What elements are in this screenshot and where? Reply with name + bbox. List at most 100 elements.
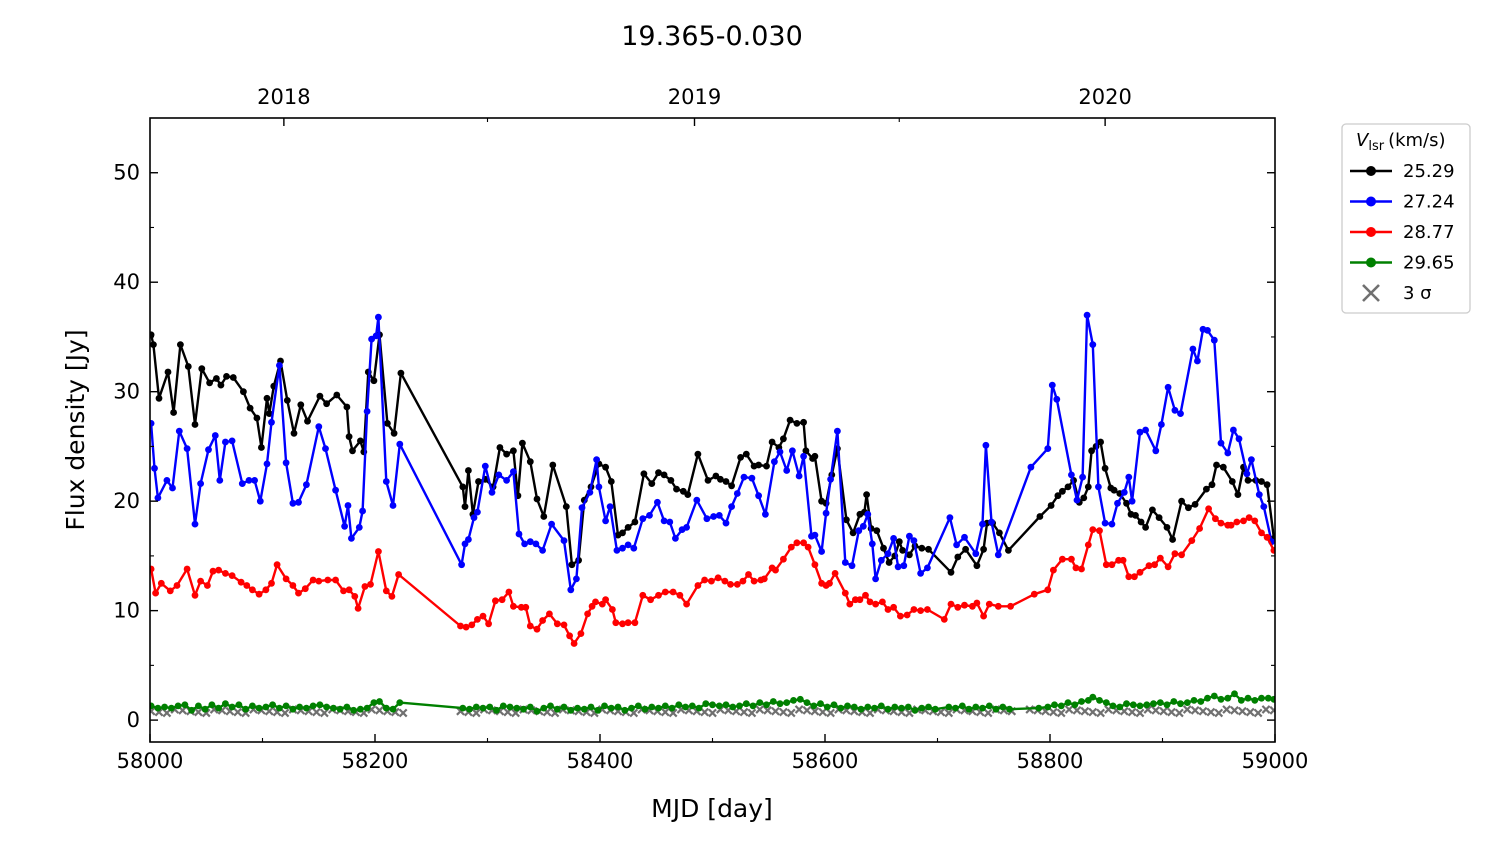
data-point-27.24 <box>228 437 236 445</box>
data-point-25.29 <box>150 341 157 348</box>
data-point-28.77 <box>846 600 854 608</box>
data-point-28.77 <box>1156 554 1164 562</box>
data-point-25.29 <box>811 452 819 460</box>
sigma-marker <box>700 707 710 717</box>
chart-title: 19.365-0.030 <box>621 21 803 52</box>
data-point-27.24 <box>348 535 355 542</box>
data-point-29.65 <box>242 705 250 713</box>
data-point-25.29 <box>1169 536 1176 543</box>
data-point-29.65 <box>472 703 480 711</box>
data-point-28.77 <box>382 587 390 595</box>
y-tick-label: 50 <box>113 161 140 185</box>
data-point-25.29 <box>263 394 271 402</box>
data-point-27.24 <box>1108 520 1116 528</box>
data-point-28.77 <box>324 576 332 584</box>
data-point-29.65 <box>790 697 797 704</box>
x-tick-label: 58400 <box>567 749 634 773</box>
data-point-28.77 <box>150 565 155 573</box>
data-point-28.77 <box>683 600 690 608</box>
sigma-marker <box>1190 705 1200 715</box>
data-point-28.77 <box>884 606 892 613</box>
data-point-27.24 <box>783 467 791 474</box>
sigma-marker <box>1182 705 1192 714</box>
data-point-27.24 <box>666 518 674 526</box>
data-point-27.24 <box>613 547 621 554</box>
data-point-29.65 <box>580 705 588 713</box>
data-point-28.77 <box>222 570 229 577</box>
data-point-27.24 <box>245 477 253 484</box>
data-point-29.65 <box>215 704 223 712</box>
data-point-27.24 <box>332 486 339 494</box>
sigma-marker <box>747 708 757 718</box>
data-point-28.77 <box>533 625 541 633</box>
data-point-27.24 <box>150 420 155 427</box>
data-point-29.65 <box>992 705 1000 713</box>
data-point-25.29 <box>918 544 926 552</box>
data-point-29.65 <box>769 698 777 705</box>
data-point-27.24 <box>1114 499 1121 507</box>
data-point-27.24 <box>154 494 162 502</box>
data-point-27.24 <box>639 515 647 523</box>
data-point-29.65 <box>985 702 993 710</box>
data-point-29.65 <box>1183 699 1191 706</box>
data-point-27.24 <box>1083 311 1091 319</box>
data-point-25.29 <box>996 529 1003 537</box>
data-point-28.77 <box>526 622 534 630</box>
sigma-marker <box>818 707 828 717</box>
data-point-29.65 <box>702 700 710 708</box>
data-point-29.65 <box>695 704 703 712</box>
data-point-28.77 <box>727 581 734 588</box>
data-point-25.29 <box>526 458 534 466</box>
data-point-25.29 <box>1213 461 1220 469</box>
data-point-29.65 <box>965 705 973 713</box>
data-point-29.65 <box>709 701 716 709</box>
data-point-27.24 <box>503 477 510 484</box>
data-point-25.29 <box>717 475 724 483</box>
data-point-25.29 <box>304 417 311 425</box>
data-point-29.65 <box>526 703 534 711</box>
data-point-28.77 <box>462 623 470 631</box>
data-point-29.65 <box>222 700 229 708</box>
data-point-27.24 <box>1177 410 1184 417</box>
data-point-27.24 <box>1248 456 1255 463</box>
data-point-28.77 <box>897 612 904 620</box>
data-point-28.77 <box>811 561 819 569</box>
data-point-25.29 <box>849 529 857 537</box>
legend-marker-28.77 <box>1366 227 1376 237</box>
data-point-25.29 <box>323 400 330 408</box>
data-point-29.65 <box>1270 695 1275 703</box>
data-point-25.29 <box>170 409 178 416</box>
data-point-29.65 <box>918 704 926 712</box>
data-point-27.24 <box>859 522 867 530</box>
data-point-25.29 <box>640 470 648 478</box>
data-point-25.29 <box>793 420 801 427</box>
data-point-28.77 <box>498 596 506 604</box>
data-point-25.29 <box>780 435 787 443</box>
data-point-29.65 <box>871 704 878 712</box>
sigma-marker <box>739 707 749 717</box>
data-point-28.77 <box>947 600 955 608</box>
data-point-29.65 <box>1136 702 1144 710</box>
data-point-28.77 <box>592 598 599 606</box>
sigma-marker <box>983 708 993 718</box>
legend-title-symbol: V <box>1356 130 1370 151</box>
data-point-25.29 <box>660 471 668 479</box>
data-point-28.77 <box>204 582 211 589</box>
data-point-29.65 <box>396 699 404 706</box>
data-point-27.24 <box>776 448 784 456</box>
data-point-25.29 <box>873 527 881 535</box>
data-point-25.29 <box>737 454 744 461</box>
x-tick-label: 58800 <box>1017 749 1084 773</box>
data-point-28.77 <box>228 572 236 579</box>
data-point-28.77 <box>485 620 492 628</box>
data-point-28.77 <box>624 619 632 627</box>
legend-label-29.65: 29.65 <box>1403 253 1455 274</box>
data-point-29.65 <box>567 706 575 714</box>
data-point-25.29 <box>885 559 893 566</box>
data-point-25.29 <box>619 529 626 537</box>
data-point-28.77 <box>1050 566 1057 574</box>
data-point-25.29 <box>602 463 609 471</box>
data-point-25.29 <box>954 553 962 561</box>
data-point-28.77 <box>856 596 864 604</box>
data-point-29.65 <box>830 701 838 709</box>
